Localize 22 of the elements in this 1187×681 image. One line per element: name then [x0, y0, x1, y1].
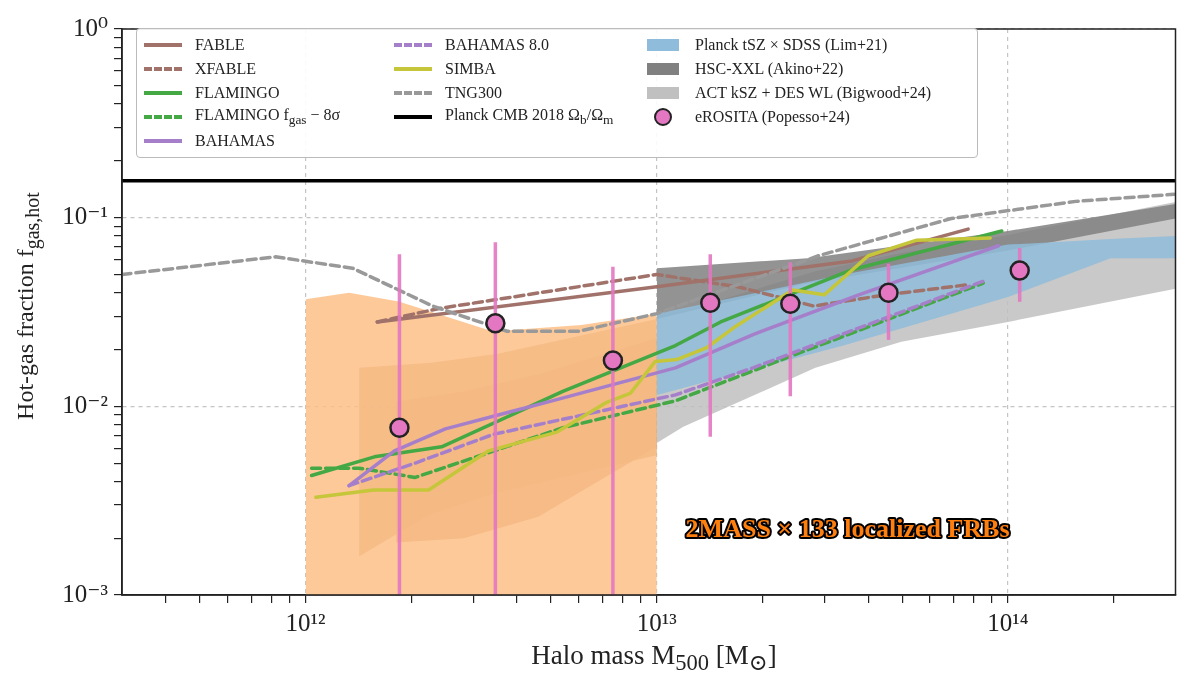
legend-label: BAHAMAS	[195, 132, 276, 150]
y-tick-label: 10⁻²	[62, 390, 108, 418]
legend-label: FLAMINGO	[195, 84, 280, 102]
legend-label: eROSITA (Popesso+24)	[695, 108, 850, 126]
x-axis-title: Halo mass M$_{500}$ [M$_{⊙}$]	[531, 640, 777, 677]
legend-label: Planck tSZ × SDSS (Lim+21)	[695, 36, 888, 54]
y-tick-label: 10⁰	[72, 13, 108, 41]
legend-label: HSC-XXL (Akino+22)	[695, 60, 844, 78]
legend-label: FLAMINGO f$_{gas}$ − 8σ	[195, 105, 341, 129]
y-tick-label: 10⁻¹	[62, 202, 108, 230]
legend-label: ACT kSZ + DES WL (Bigwood+24)	[695, 84, 931, 102]
legend-label: XFABLE	[195, 60, 257, 78]
annotation: 2MASS × 133 localized FRBs	[685, 513, 1010, 543]
x-tick-label: 10¹²	[285, 608, 326, 636]
legend-label: TNG300	[445, 84, 502, 102]
legend-label: SIMBA	[445, 60, 496, 78]
y-tick-label: 10⁻³	[62, 579, 109, 607]
legend-label: BAHAMAS 8.0	[445, 36, 550, 54]
legend-label: Planck CMB 2018 Ω$_{b}$/Ω$_{m}$	[445, 105, 614, 129]
x-tick-label: 10¹⁴	[987, 608, 1029, 636]
legend-label: FABLE	[195, 36, 245, 54]
x-tick-label: 10¹³	[636, 608, 678, 636]
